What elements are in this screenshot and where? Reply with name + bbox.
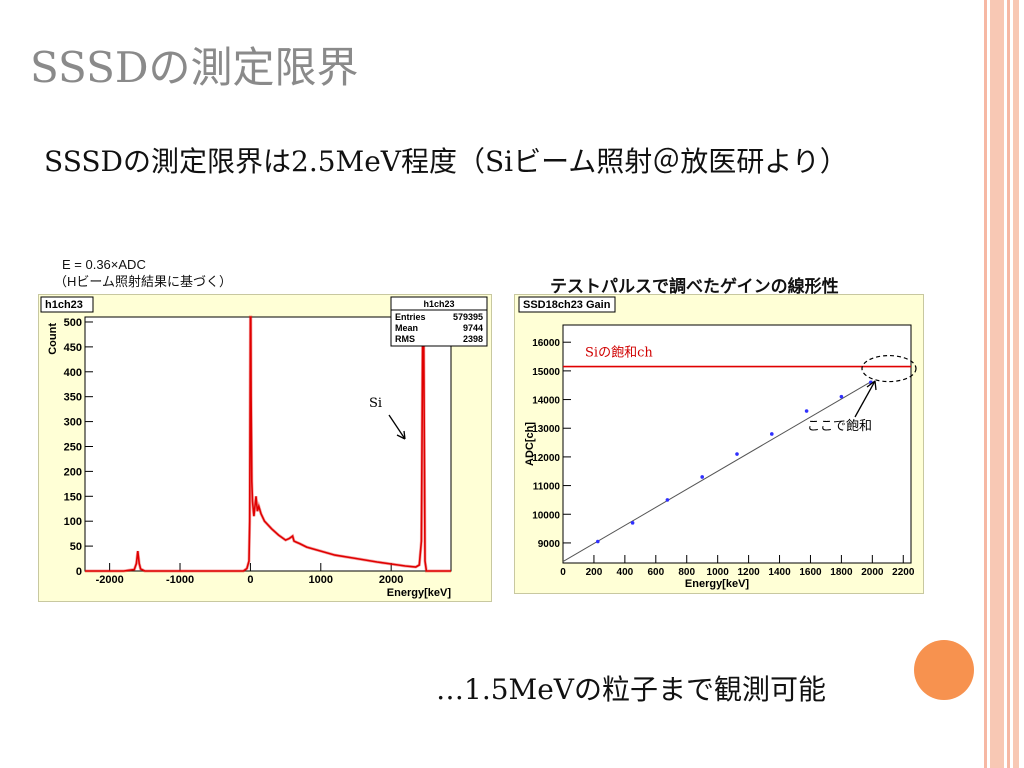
x-tick-label: 400	[617, 567, 634, 578]
y-tick-label: 450	[64, 342, 82, 354]
si-peak-annotation: Si	[369, 396, 382, 411]
y-tick-label: 100	[64, 516, 82, 528]
y-axis-label: Count	[47, 323, 59, 355]
frame-label: h1ch23	[45, 299, 83, 311]
gain-chart-panel: SSD18ch23 Gain 9000 10000 11000 12000 13000 14…	[514, 294, 924, 594]
si-arrow-line	[388, 414, 406, 440]
y-tick-label: 300	[64, 417, 82, 429]
x-tick-label: 200	[586, 567, 603, 578]
si-arrow-head	[396, 430, 406, 440]
y-axis-label: ADC[ch]	[524, 422, 536, 466]
energy-formula-note: E = 0.36×ADC	[62, 257, 146, 272]
plot-area	[562, 324, 912, 564]
y-tick-label: 200	[64, 466, 82, 478]
saturation-annotation: ここで飽和	[807, 419, 872, 434]
slide-subtitle: SSSDの測定限界は2.5MeV程度（Siビーム照射＠放医研より）	[44, 145, 848, 178]
y-tick-label: 0	[76, 566, 82, 578]
stats-title: h1ch23	[423, 299, 454, 309]
conclusion-text: …1.5MeVの粒子まで観測可能	[436, 673, 826, 706]
x-tick-label: 1400	[768, 567, 791, 578]
x-tick-label: 0	[560, 567, 566, 578]
y-tick-label: 11000	[533, 482, 561, 493]
data-point	[596, 539, 600, 544]
data-point	[630, 521, 635, 525]
spectrum-chart: h1ch23 0 50 100 150 200 250 300 350 400 450 500 -200…	[40, 296, 488, 599]
saturation-arrow-line	[854, 380, 876, 418]
side-border-stripes	[984, 0, 1019, 768]
x-tick-label: 1600	[799, 567, 822, 578]
stats-row-value: 9744	[463, 323, 483, 333]
y-tick-label: 250	[64, 441, 82, 453]
plot-area	[84, 316, 452, 572]
y-tick-label: 9000	[538, 539, 561, 550]
stats-row-label: RMS	[395, 334, 415, 344]
x-tick-label: 1000	[707, 567, 730, 578]
x-tick-label: 1800	[830, 567, 853, 578]
spectrum-chart-panel: h1ch23 0 50 100 150 200 250 300 350 400 450 500 -200…	[38, 294, 492, 602]
spectrum-series-band	[85, 315, 451, 573]
stats-row-label: Entries	[395, 312, 426, 322]
x-axis-label: Energy[keV]	[387, 587, 452, 599]
saturation-label: Siの飽和ch	[585, 346, 653, 361]
y-tick-label: 14000	[532, 396, 560, 407]
data-point	[804, 409, 809, 413]
x-tick-label: 0	[247, 574, 253, 586]
y-tick-label: 12000	[532, 453, 560, 464]
x-tick-label: 1000	[309, 574, 333, 586]
x-axis-label: Energy[keV]	[685, 578, 750, 590]
y-tick-label: 15000	[532, 367, 560, 378]
data-point	[839, 394, 844, 399]
saturation-arrow-head	[866, 380, 877, 391]
y-tick-label: 500	[64, 317, 82, 329]
gain-chart: SSD18ch23 Gain90001000011000120001300014…	[518, 296, 917, 590]
y-tick-label: 16000	[532, 338, 560, 349]
stats-row-value: 579395	[453, 312, 483, 322]
x-tick-label: 2000	[379, 574, 403, 586]
data-point	[665, 498, 670, 502]
y-tick-label: 150	[64, 491, 82, 503]
slide-title: SSSDの測定限界	[30, 43, 359, 92]
calibration-note: （Hビーム照射結果に基づく）	[54, 274, 232, 289]
data-point	[770, 432, 774, 436]
stats-row-value: 2398	[463, 334, 483, 344]
y-tick-label: 10000	[532, 510, 560, 521]
frame-label-box	[518, 296, 616, 313]
y-tick-label: 400	[64, 367, 82, 379]
frame-label-box	[40, 296, 94, 313]
y-tick-label: 50	[70, 541, 82, 553]
y-tick-label: 350	[64, 392, 82, 404]
x-tick-label: 800	[678, 567, 695, 578]
x-tick-label: -1000	[166, 574, 194, 586]
x-tick-label: -2000	[96, 574, 124, 586]
accent-circle	[914, 640, 974, 700]
y-tick-label: 13000	[532, 424, 560, 435]
data-point	[735, 452, 739, 456]
stats-row-label: Mean	[395, 323, 418, 333]
x-tick-label: 2200	[892, 567, 915, 578]
frame-label: SSD18ch23 Gain	[523, 299, 611, 311]
stats-box	[390, 296, 488, 347]
x-tick-label: 1200	[737, 567, 760, 578]
fit-line	[562, 380, 873, 562]
x-tick-label: 600	[647, 567, 664, 578]
data-point	[700, 475, 704, 479]
spectrum-series-line	[85, 316, 451, 572]
saturation-ellipse	[861, 354, 917, 383]
x-tick-label: 2000	[861, 567, 884, 578]
gain-chart-heading: テストパルスで調べたゲインの線形性	[550, 277, 839, 296]
